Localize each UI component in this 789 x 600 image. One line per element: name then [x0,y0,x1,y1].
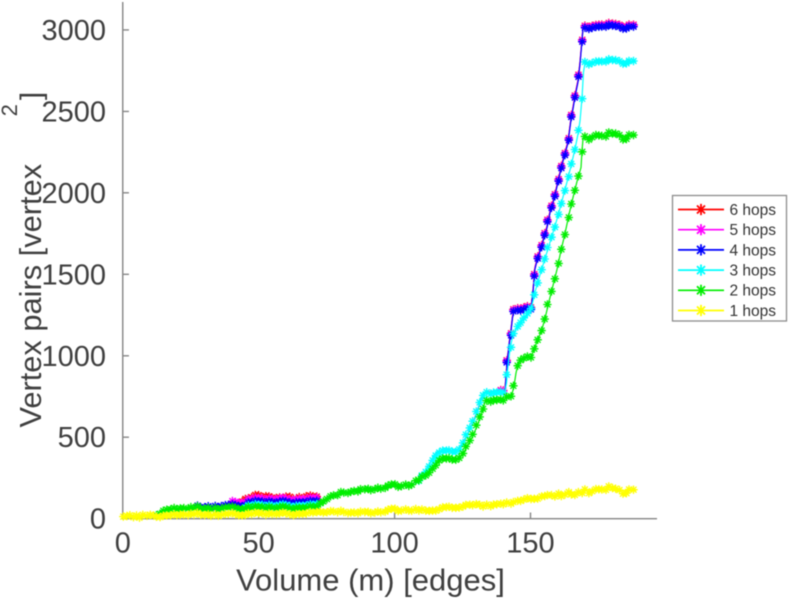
svg-text:0: 0 [115,528,131,560]
svg-text:3000: 3000 [41,15,106,47]
svg-text:150: 150 [506,528,554,560]
svg-text:4 hops: 4 hops [730,242,777,259]
svg-text:Volume (m) [edges]: Volume (m) [edges] [236,563,505,598]
svg-text:1000: 1000 [41,341,106,373]
svg-text:50: 50 [242,528,274,560]
svg-text:2000: 2000 [41,178,106,210]
svg-text:100: 100 [370,528,418,560]
svg-text:2 hops: 2 hops [730,283,777,300]
svg-text:0: 0 [90,504,106,536]
svg-text:1500: 1500 [41,259,106,291]
svg-text:500: 500 [58,422,106,454]
svg-text:3 hops: 3 hops [730,263,777,280]
svg-text:2500: 2500 [41,96,106,128]
svg-text:1 hops: 1 hops [730,303,777,320]
svg-text:5 hops: 5 hops [730,222,777,239]
svg-text:6 hops: 6 hops [730,202,777,219]
